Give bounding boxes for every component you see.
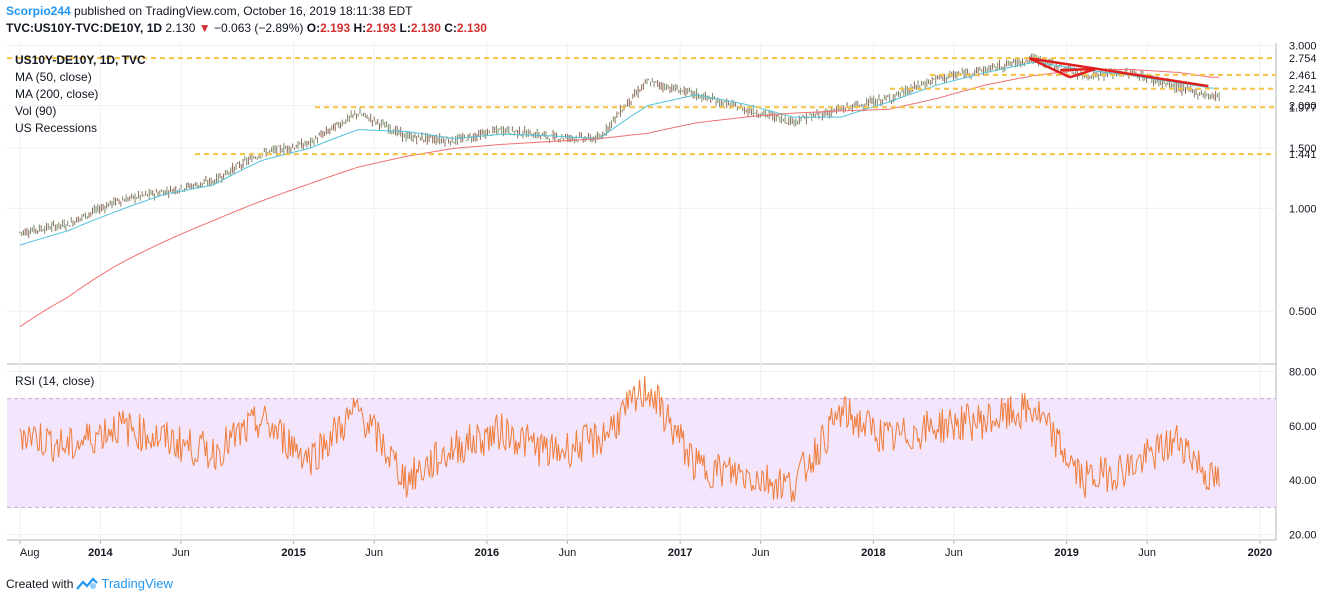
price-tick-label: 3.000 [1289, 40, 1317, 52]
time-tick-label: 2014 [88, 547, 113, 559]
rsi-tick-label: 20.00 [1289, 530, 1317, 542]
time-tick-label: Jun [172, 547, 190, 559]
price-badge-label: 1.441 [1289, 149, 1317, 161]
rsi-tick-label: 60.00 [1289, 421, 1317, 433]
price-badge-label: 1.977 [1289, 102, 1317, 114]
low-value: 2.130 [410, 21, 441, 35]
main-legend: US10Y-DE10Y, 1D, TVC MA (50, close) MA (… [15, 52, 146, 137]
time-tick-label: 2017 [668, 547, 692, 559]
rsi-label[interactable]: RSI (14, close) [15, 374, 95, 388]
time-tick-label: 2019 [1054, 547, 1078, 559]
price-tick-label: 1.500 [1289, 143, 1317, 155]
time-tick-label: Jun [752, 547, 770, 559]
rsi-tick-label: 80.00 [1289, 366, 1317, 378]
time-tick-label: 2020 [1248, 547, 1272, 559]
time-tick-label: Jun [365, 547, 383, 559]
open-value: 2.193 [320, 21, 351, 35]
time-tick-label: Jun [945, 547, 963, 559]
close-value: 2.130 [456, 21, 487, 35]
footer: Created with TradingView [6, 576, 173, 591]
tradingview-brand[interactable]: TradingView [101, 576, 173, 591]
price-tick-label: 0.500 [1289, 306, 1317, 318]
high-label: H: [353, 21, 367, 35]
legend-recessions[interactable]: US Recessions [15, 121, 98, 135]
price-badge-label: 2.754 [1289, 53, 1317, 65]
price-badge-bg [1277, 66, 1327, 83]
time-tick-label: 2018 [861, 547, 885, 559]
symbol-line: TVC:US10Y-TVC:DE10Y, 1D 2.130 ▼ −0.063 (… [6, 21, 487, 35]
tradingview-logo-icon [76, 576, 99, 590]
rsi-line [19, 375, 1220, 503]
price-badge-bg [1277, 146, 1327, 163]
time-tick-label: Aug [20, 547, 40, 559]
published-text: published on TradingView.com, October 16… [74, 4, 413, 18]
legend-title[interactable]: US10Y-DE10Y, 1D, TVC [15, 53, 146, 67]
trendline [1060, 67, 1096, 72]
price-badge-bg [1277, 99, 1327, 116]
legend-ma50[interactable]: MA (50, close) [15, 70, 92, 84]
price-change: −0.063 (−2.89%) [214, 21, 304, 35]
time-tick-label: Jun [559, 547, 577, 559]
time-tick-label: Jun [1138, 547, 1156, 559]
time-tick-label: 2015 [281, 547, 305, 559]
down-arrow-icon: ▼ [198, 21, 211, 35]
open-label: O: [306, 21, 321, 35]
price-badge-bg [1277, 50, 1327, 67]
trendline [1029, 57, 1071, 79]
ma50-line [19, 61, 1220, 246]
time-tick-label: 2016 [475, 547, 499, 559]
ma200-line [19, 69, 1220, 328]
price-tick-label: 1.000 [1289, 203, 1317, 215]
created-with-text: Created with [6, 576, 74, 591]
close-label: C: [444, 21, 457, 35]
rsi-tick-label: 40.00 [1289, 475, 1317, 487]
last-price: 2.130 [165, 21, 196, 35]
high-value: 2.193 [366, 21, 397, 35]
author-name[interactable]: Scorpio244 [6, 4, 71, 18]
price-badge-label: 2.461 [1289, 70, 1317, 82]
publisher-line: Scorpio244 published on TradingView.com,… [6, 4, 412, 18]
price-tick-label: 2.000 [1289, 101, 1317, 113]
rsi-legend: RSI (14, close) [15, 373, 94, 390]
legend-volume[interactable]: Vol (90) [15, 104, 57, 118]
price-badge-bg [1277, 80, 1327, 97]
low-label: L: [399, 21, 411, 35]
trendline [1029, 57, 1209, 88]
symbol-label: TVC:US10Y-TVC:DE10Y, 1D [6, 21, 163, 35]
price-badge-label: 2.241 [1289, 84, 1317, 96]
legend-ma200[interactable]: MA (200, close) [15, 87, 99, 101]
